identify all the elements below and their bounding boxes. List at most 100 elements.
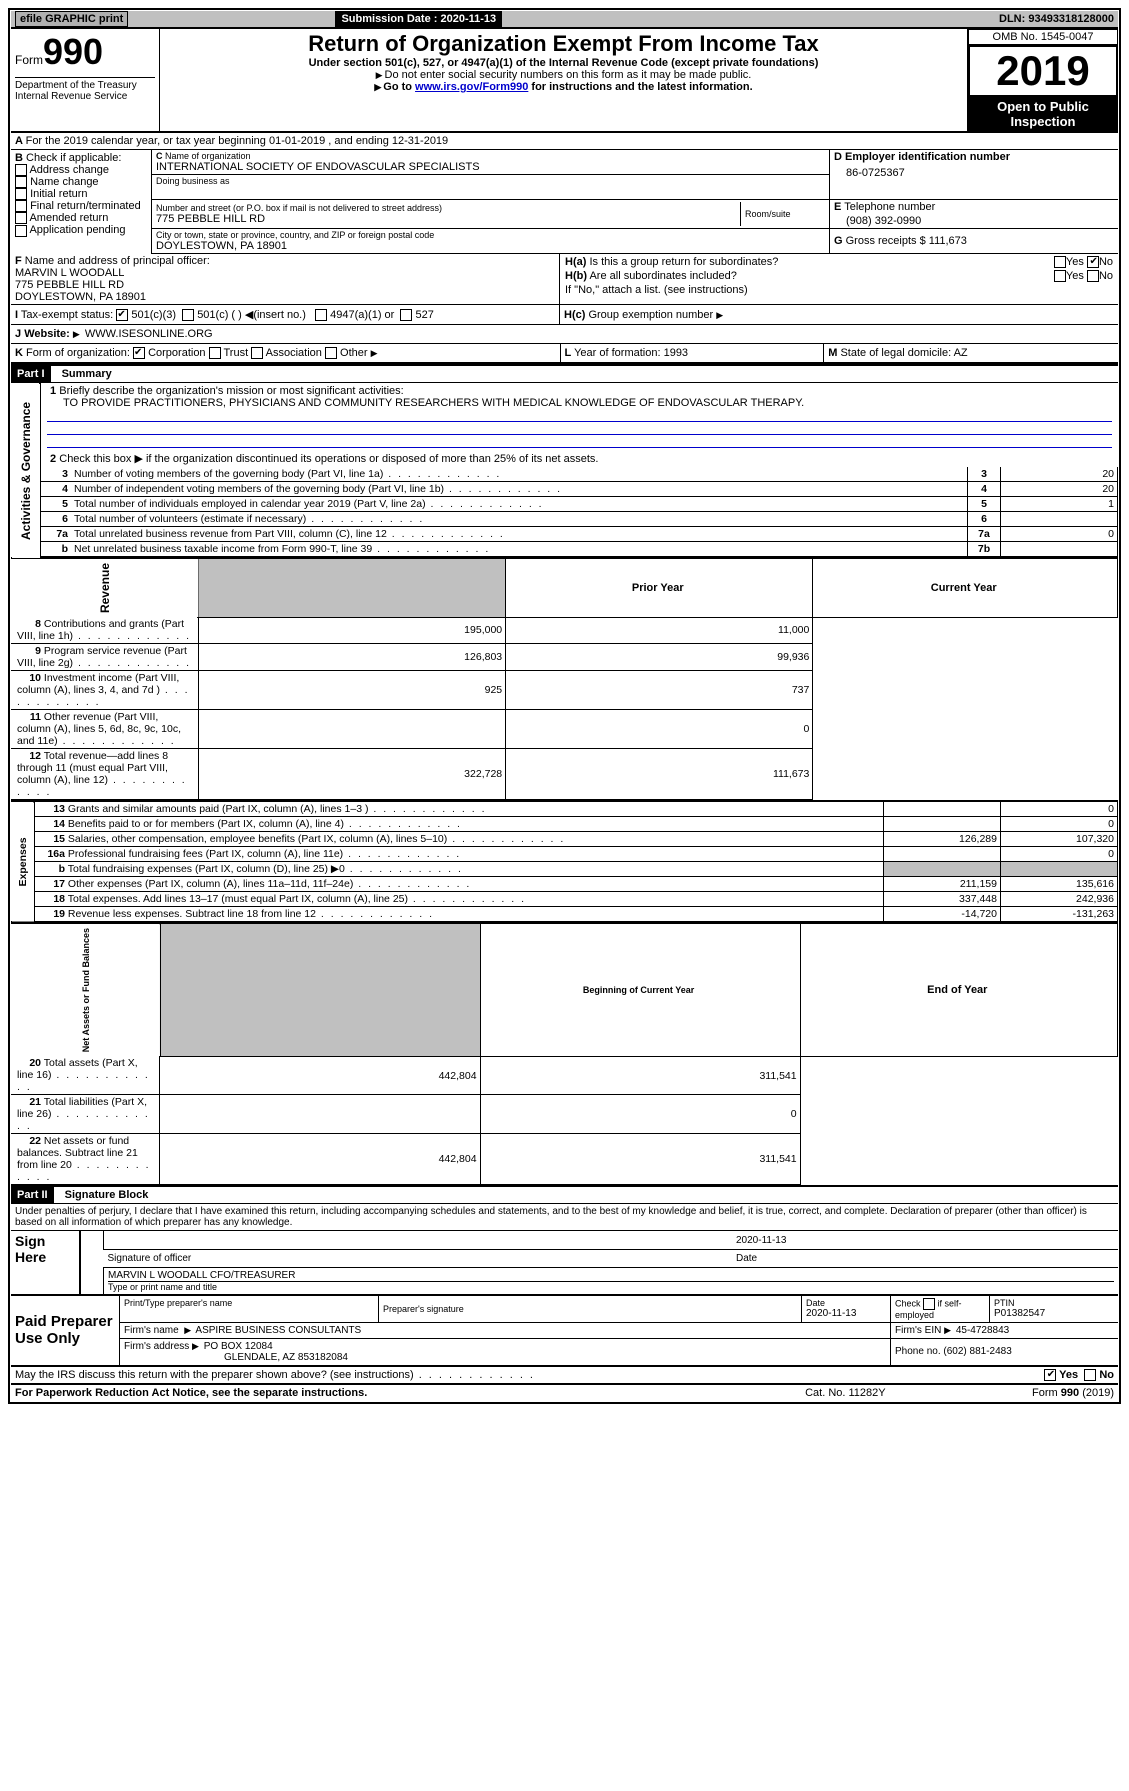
paperwork: For Paperwork Reduction Act Notice, see …: [11, 1384, 760, 1401]
mission: TO PROVIDE PRACTITIONERS, PHYSICIANS AND…: [47, 397, 1112, 409]
subtitle3: Go to www.irs.gov/Form990 for instructio…: [164, 81, 963, 93]
firm-phone: (602) 881-2483: [943, 1346, 1011, 1357]
declaration: Under penalties of perjury, I declare th…: [11, 1204, 1118, 1230]
chk-501c[interactable]: [182, 309, 194, 321]
ptin: P01382547: [994, 1308, 1114, 1319]
subtitle1: Under section 501(c), 527, or 4947(a)(1)…: [164, 57, 963, 69]
form-title: Return of Organization Exempt From Incom…: [164, 31, 963, 57]
row-a: A For the 2019 calendar year, or tax yea…: [11, 133, 1118, 150]
ha: Is this a group return for subordinates?: [589, 256, 778, 268]
year-form-lbl: Year of formation:: [574, 347, 660, 359]
self-emp: Check if self-employed: [895, 1298, 985, 1320]
hc: Group exemption number: [588, 309, 713, 321]
hb-no[interactable]: [1087, 270, 1099, 282]
col-end: End of Year: [800, 924, 1117, 1056]
paid-preparer: Paid Preparer Use Only: [11, 1295, 120, 1365]
officer-city: DOYLESTOWN, PA 18901: [15, 291, 555, 303]
state-lbl: State of legal domicile:: [840, 347, 951, 359]
addr-lbl: Number and street (or P.O. box if mail i…: [156, 203, 736, 213]
name-title-lbl: Type or print name and title: [108, 1282, 1114, 1292]
firm-name: ASPIRE BUSINESS CONSULTANTS: [195, 1325, 361, 1336]
name-lbl: Name of organization: [165, 151, 251, 161]
col-prior: Prior Year: [506, 559, 813, 617]
ein-lbl: Employer identification number: [845, 151, 1010, 163]
chk-assoc[interactable]: [251, 347, 263, 359]
tel-lbl: Telephone number: [844, 201, 935, 213]
col-current: Current Year: [813, 559, 1118, 617]
sig-off-lbl: Signature of officer: [104, 1249, 733, 1267]
ein: 86-0725367: [834, 163, 1114, 179]
chk-501c3[interactable]: [116, 309, 128, 321]
website-lbl: Website:: [24, 328, 70, 340]
tax-status-lbl: Tax-exempt status:: [21, 309, 113, 321]
gross-lbl: Gross receipts $: [846, 235, 926, 247]
year-form: 1993: [664, 347, 688, 359]
efile-btn[interactable]: efile GRAPHIC print: [11, 11, 331, 28]
officer-lbl: Name and address of principal officer:: [25, 255, 210, 267]
officer-addr: 775 PEBBLE HILL RD: [15, 279, 555, 291]
part2-hdr: Part II: [11, 1187, 54, 1203]
part1-hdr: Part I: [11, 366, 51, 382]
ha-no[interactable]: [1087, 256, 1099, 268]
hb: Are all subordinates included?: [589, 270, 736, 282]
may-yes[interactable]: [1044, 1369, 1056, 1381]
date-lbl: Date: [732, 1249, 1118, 1267]
hb-note: If "No," attach a list. (see instruction…: [564, 283, 1114, 297]
sign-here: Sign Here: [11, 1231, 80, 1268]
may-no[interactable]: [1084, 1369, 1096, 1381]
may-discuss: May the IRS discuss this return with the…: [11, 1366, 970, 1383]
gross-val: 111,673: [929, 235, 967, 247]
state: AZ: [954, 347, 968, 359]
dba-lbl: Doing business as: [156, 176, 825, 186]
chk-trust[interactable]: [209, 347, 221, 359]
side-netassets: Net Assets or Fund Balances: [11, 924, 160, 1056]
form-foot: Form 990 (2019): [931, 1384, 1118, 1401]
prep-date: 2020-11-13: [806, 1308, 886, 1319]
chk-amended[interactable]: [15, 212, 27, 224]
chk-initial[interactable]: [15, 188, 27, 200]
city: DOYLESTOWN, PA 18901: [156, 240, 825, 252]
chk-selfemp[interactable]: [923, 1298, 935, 1310]
part1-title: Summary: [54, 368, 112, 380]
sig-date: 2020-11-13: [732, 1231, 1118, 1249]
officer-name-title: MARVIN L WOODALL CFO/TREASURER: [108, 1270, 1114, 1282]
formorg-lbl: Form of organization:: [26, 347, 130, 359]
dept: Department of the Treasury Internal Reve…: [15, 77, 155, 102]
website: WWW.ISESONLINE.ORG: [85, 328, 213, 340]
org-name: INTERNATIONAL SOCIETY OF ENDOVASCULAR SP…: [156, 161, 825, 173]
firm-addr2: GLENDALE, AZ 853182084: [124, 1352, 348, 1363]
side-activities: Activities & Governance: [11, 383, 40, 558]
chk-name[interactable]: [15, 176, 27, 188]
chk-address[interactable]: [15, 164, 27, 176]
l1-lbl: Briefly describe the organization's miss…: [59, 385, 403, 397]
l2: Check this box ▶ if the organization dis…: [59, 453, 598, 465]
chk-pending[interactable]: [15, 225, 27, 237]
secb-hdr: Check if applicable:: [26, 152, 121, 164]
form-label: Form: [15, 53, 43, 67]
tax-year: 2019: [968, 45, 1118, 97]
side-revenue: Revenue: [11, 559, 198, 617]
chk-other[interactable]: [325, 347, 337, 359]
firm-ein: 45-4728843: [956, 1325, 1009, 1336]
subtitle2: Do not enter social security numbers on …: [164, 69, 963, 81]
firm-addr1: PO BOX 12084: [204, 1341, 273, 1352]
omb: OMB No. 1545-0047: [968, 29, 1118, 45]
room-lbl: Room/suite: [745, 209, 825, 219]
chk-4947[interactable]: [315, 309, 327, 321]
cat-no: Cat. No. 11282Y: [760, 1384, 931, 1401]
hb-yes[interactable]: [1054, 270, 1066, 282]
col-beg: Beginning of Current Year: [480, 924, 800, 1056]
city-lbl: City or town, state or province, country…: [156, 230, 825, 240]
open-inspection: Open to Public Inspection: [968, 97, 1118, 131]
ha-yes[interactable]: [1054, 256, 1066, 268]
sub-date: Submission Date : 2020-11-13: [331, 11, 793, 28]
part2-title: Signature Block: [57, 1189, 149, 1201]
chk-final[interactable]: [15, 200, 27, 212]
telephone: (908) 392-0990: [834, 213, 1114, 227]
chk-527[interactable]: [400, 309, 412, 321]
chk-corp[interactable]: [133, 347, 145, 359]
officer-name: MARVIN L WOODALL: [15, 267, 555, 279]
irs-link[interactable]: www.irs.gov/Form990: [415, 81, 528, 93]
street: 775 PEBBLE HILL RD: [156, 213, 736, 225]
dln: DLN: 93493318128000: [793, 11, 1118, 28]
